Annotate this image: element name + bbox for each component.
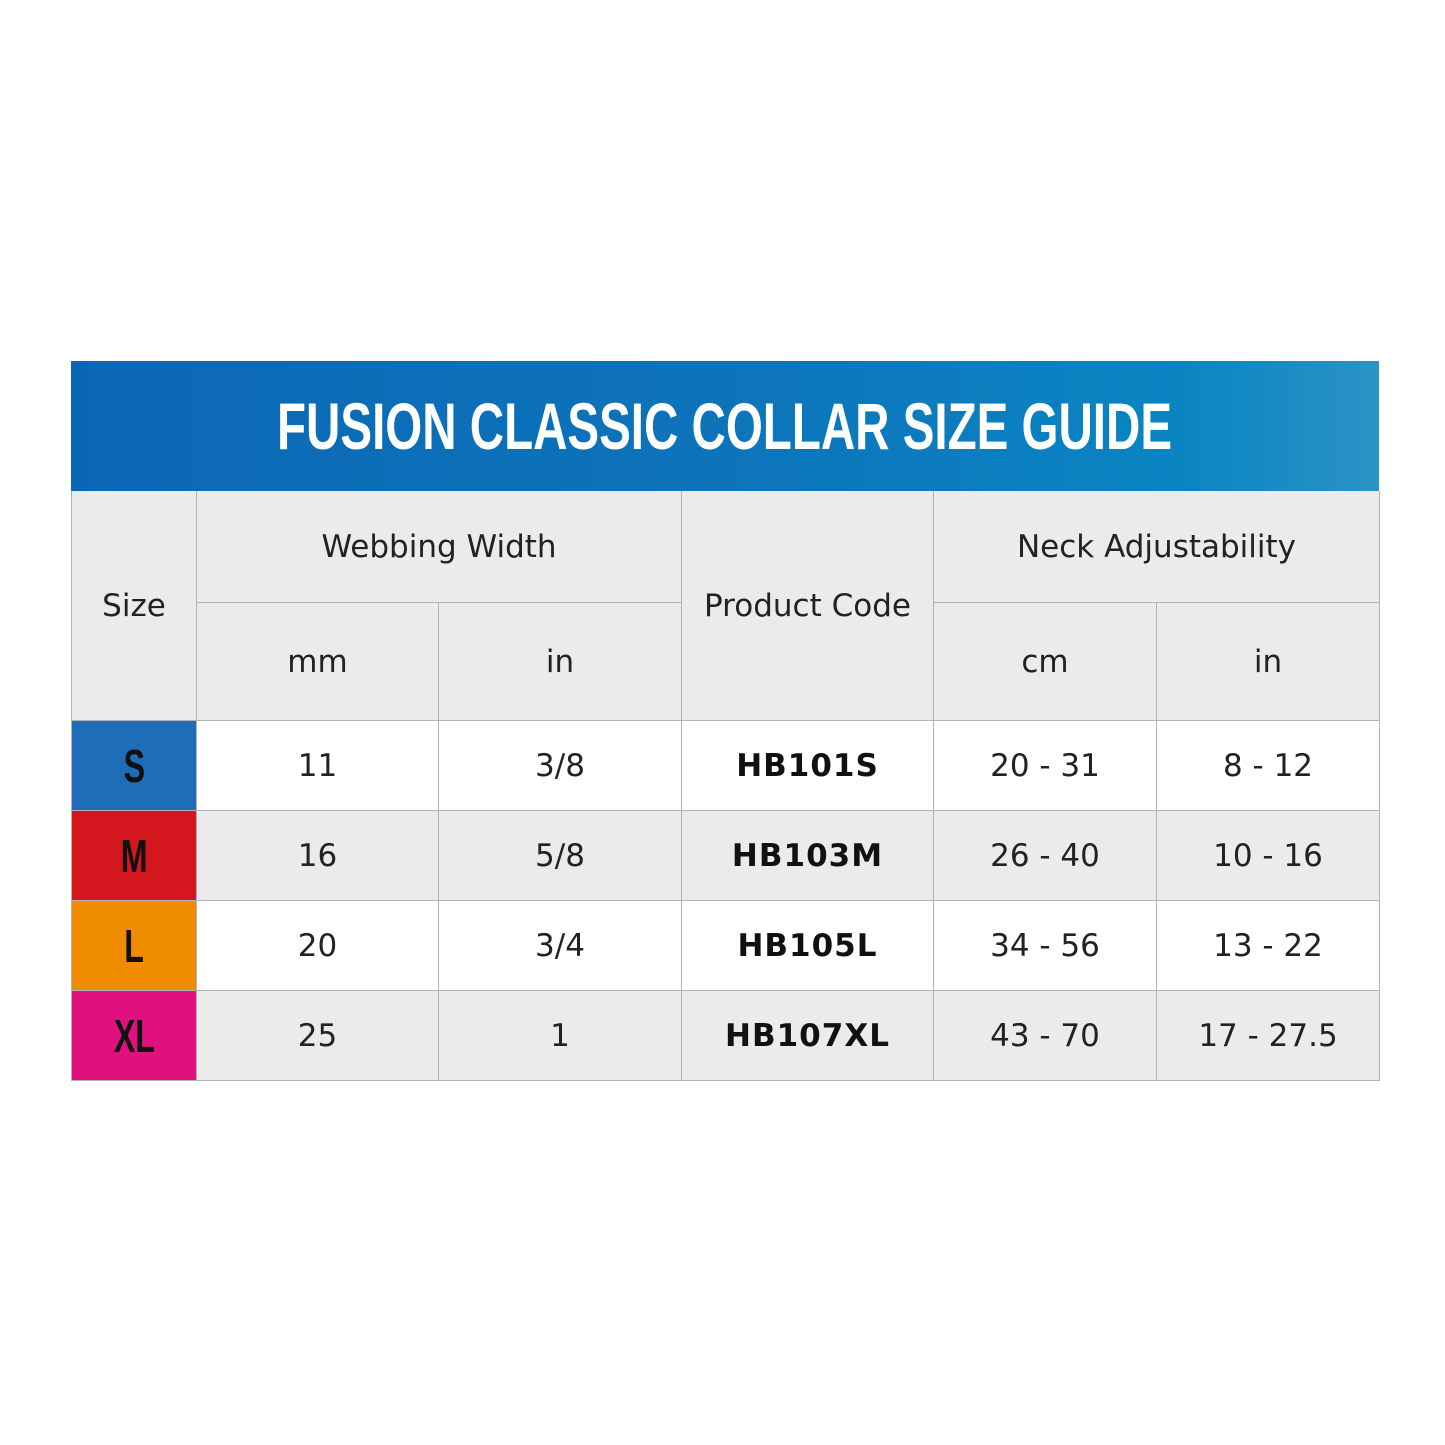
header-neck-adjustability: Neck Adjustability <box>933 491 1380 603</box>
webbing-in-cell: 3/4 <box>438 900 682 991</box>
webbing-mm-cell: 25 <box>196 990 439 1081</box>
size-label: S <box>123 739 145 792</box>
header-webbing-width: Webbing Width <box>196 491 682 603</box>
neck-cm-cell: 20 - 31 <box>933 720 1157 811</box>
header-product-code: Product Code <box>681 491 934 721</box>
webbing-in-cell: 1 <box>438 990 682 1081</box>
webbing-mm-cell: 16 <box>196 810 439 901</box>
size-cell: M <box>71 810 197 901</box>
neck-in-cell: 8 - 12 <box>1156 720 1380 811</box>
table-row: XL 25 1 HB107XL 43 - 70 17 - 27.5 <box>71 990 1380 1081</box>
size-label: XL <box>113 1009 155 1062</box>
neck-cm-cell: 26 - 40 <box>933 810 1157 901</box>
webbing-mm-cell: 11 <box>196 720 439 811</box>
header-size: Size <box>71 491 197 721</box>
product-code-cell: HB103M <box>681 810 934 901</box>
size-cell: S <box>71 720 197 811</box>
size-label: M <box>120 829 148 882</box>
webbing-in-cell: 3/8 <box>438 720 682 811</box>
size-cell: L <box>71 900 197 991</box>
header-mm: mm <box>196 602 439 721</box>
webbing-in-cell: 5/8 <box>438 810 682 901</box>
size-table: Size Webbing Width Product Code Neck Adj… <box>71 491 1380 1081</box>
webbing-mm-cell: 20 <box>196 900 439 991</box>
size-guide: FUSION CLASSIC COLLAR SIZE GUIDE Size We… <box>71 361 1380 1081</box>
product-code-cell: HB101S <box>681 720 934 811</box>
size-cell: XL <box>71 990 197 1081</box>
page-title: FUSION CLASSIC COLLAR SIZE GUIDE <box>277 389 1173 463</box>
title-banner: FUSION CLASSIC COLLAR SIZE GUIDE <box>71 361 1379 491</box>
header-cm: cm <box>933 602 1157 721</box>
product-code-cell: HB105L <box>681 900 934 991</box>
product-code-cell: HB107XL <box>681 990 934 1081</box>
header-in-neck: in <box>1156 602 1380 721</box>
table-row: M 16 5/8 HB103M 26 - 40 10 - 16 <box>71 810 1380 901</box>
table-row: L 20 3/4 HB105L 34 - 56 13 - 22 <box>71 900 1380 991</box>
neck-cm-cell: 34 - 56 <box>933 900 1157 991</box>
neck-in-cell: 10 - 16 <box>1156 810 1380 901</box>
size-label: L <box>124 919 144 972</box>
neck-cm-cell: 43 - 70 <box>933 990 1157 1081</box>
header-in-webbing: in <box>438 602 682 721</box>
table-row: S 11 3/8 HB101S 20 - 31 8 - 12 <box>71 720 1380 811</box>
neck-in-cell: 17 - 27.5 <box>1156 990 1380 1081</box>
neck-in-cell: 13 - 22 <box>1156 900 1380 991</box>
